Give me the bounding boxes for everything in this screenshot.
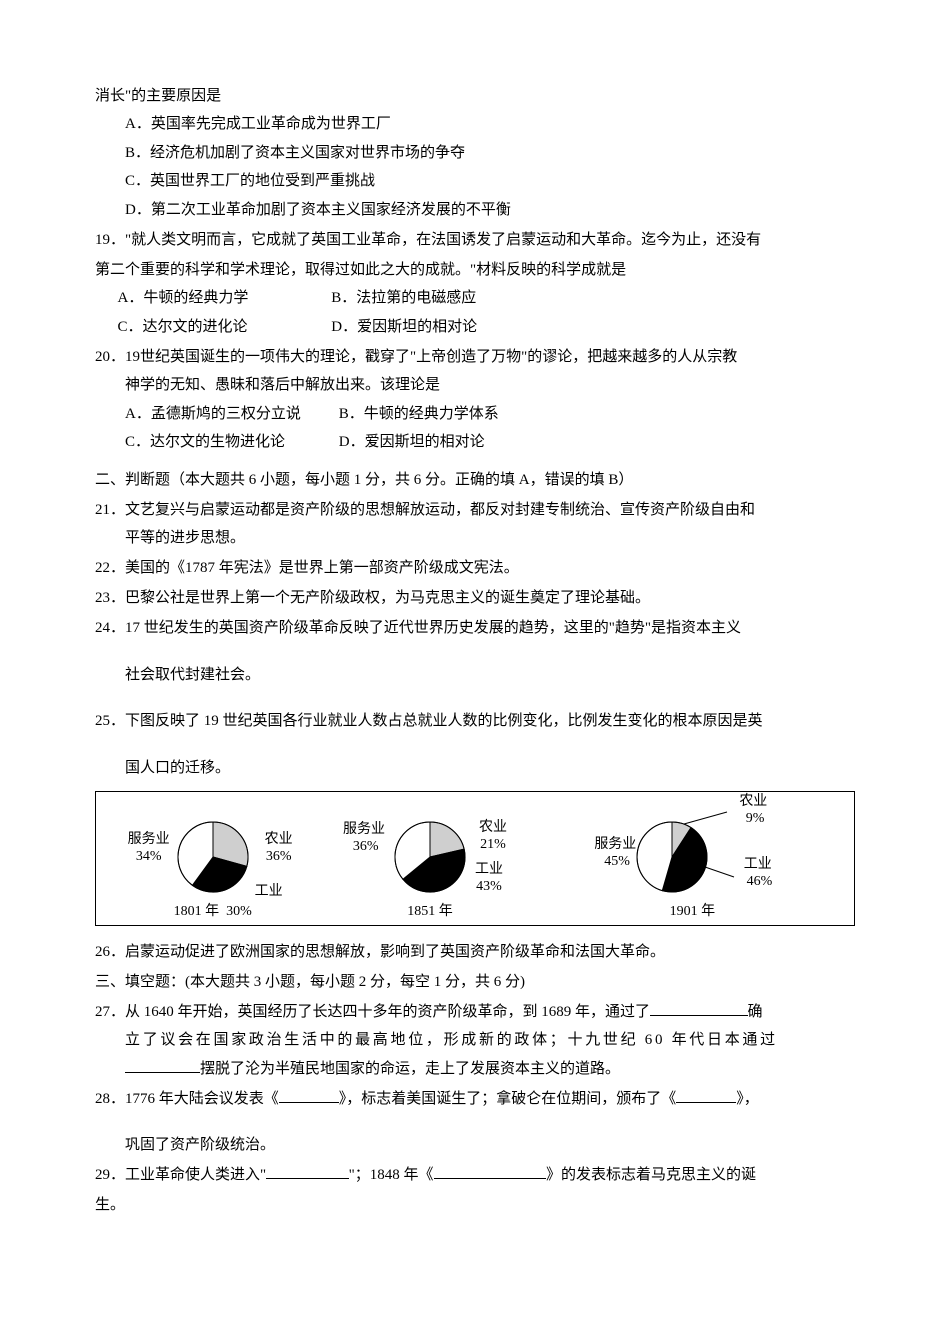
- q25-line1: 25．下图反映了 19 世纪英国各行业就业人数占总就业人数的比例变化，比例发生变…: [95, 707, 855, 736]
- lbl-1851-service: 服务业 36%: [343, 822, 385, 856]
- lbl-1851-ind: 工业43%: [475, 862, 503, 896]
- q26: 26．启蒙运动促进了欧洲国家的思想解放，影响到了英国资产阶级革命和法国大革命。: [95, 938, 855, 967]
- q28-line2: 巩固了资产阶级统治。: [95, 1131, 855, 1160]
- q19-options-row2: C．达尔文的进化论 D．爱因斯坦的相对论: [95, 313, 855, 342]
- q19-stem-line1: 19．"就人类文明而言，它成就了英国工业革命，在法国诱发了启蒙运动和大革命。迄今…: [95, 226, 855, 255]
- q29-blank-1[interactable]: [266, 1163, 349, 1179]
- q29-text-a: 29．工业革命使人类进入": [95, 1167, 266, 1183]
- section3-title: 三、填空题：(本大题共 3 小题，每小题 2 分，每空 1 分，共 6 分): [95, 968, 855, 997]
- q20-options-row2: C．达尔文的生物进化论 D．爱因斯坦的相对论: [95, 428, 855, 457]
- q29-line2: 生。: [95, 1191, 855, 1220]
- q28-line1: 28．1776 年大陆会议发表《 》，标志着美国诞生了；拿破仑在位期间，颁布了《 》…: [95, 1085, 855, 1114]
- q20-option-d: D．爱因斯坦的相对论: [339, 428, 549, 457]
- q28-text-a: 28．1776 年大陆会议发表《: [95, 1091, 279, 1107]
- q22: 22．美国的《1787 年宪法》是世界上第一部资产阶级成文宪法。: [95, 554, 855, 583]
- q27-blank-1[interactable]: [650, 1000, 748, 1016]
- q27-line3: 摆脱了沦为半殖民地国家的命运，走上了发展资本主义的道路。: [95, 1055, 855, 1084]
- pie-chart-1901: 服务业 45% 农业 9% 工业 46% 1901 年: [582, 802, 802, 921]
- q20-stem-line1: 20．19世纪英国诞生的一项伟大的理论，戳穿了"上帝创造了万物"的谬论，把越来越…: [95, 343, 855, 372]
- q20-option-c: C．达尔文的生物进化论: [125, 428, 335, 457]
- q18-stem-tail: 消长"的主要原因是: [95, 82, 855, 111]
- pie-chart-1851: 服务业 36% 农业21% 工业43% 1851 年: [365, 812, 495, 921]
- lbl-1801-ind: 工业: [255, 884, 283, 901]
- q29-blank-2[interactable]: [434, 1163, 547, 1179]
- employment-charts: 服务业34% 农业36% 工业 1801 年 30%: [95, 791, 855, 926]
- q20-option-a: A．孟德斯鸠的三权分立说: [125, 400, 335, 429]
- lbl-1801-agri: 农业36%: [265, 832, 293, 866]
- q29-line1: 29．工业革命使人类进入" "；1848 年《 》的发表标志着马克思主义的诞: [95, 1161, 855, 1190]
- q25-line2: 国人口的迁移。: [95, 754, 855, 783]
- q28-text-c: 》，: [736, 1091, 759, 1107]
- q19-option-a: A．牛顿的经典力学: [118, 284, 328, 313]
- q19-stem-line2: 第二个重要的科学和学术理论，取得过如此之大的成就。"材料反映的科学成就是: [95, 256, 855, 285]
- q20-options-row1: A．孟德斯鸠的三权分立说 B．牛顿的经典力学体系: [95, 400, 855, 429]
- q27-blank-2[interactable]: [125, 1057, 200, 1073]
- year-1851: 1851 年: [365, 904, 495, 921]
- q19-option-b: B．法拉第的电磁感应: [331, 284, 541, 313]
- year-1801: 1801 年 30%: [148, 904, 278, 921]
- q27-line1: 27．从 1640 年开始，英国经历了长达四十多年的资产阶级革命，到 1689 …: [95, 998, 855, 1027]
- q27-line2: 立了议会在国家政治生活中的最高地位，形成新的政体；十九世纪 60 年代日本通过: [95, 1026, 855, 1055]
- q18-option-c: C．英国世界工厂的地位受到严重挑战: [95, 167, 855, 196]
- pie-chart-1801: 服务业34% 农业36% 工业 1801 年 30%: [148, 812, 278, 921]
- lbl-1901-service: 服务业 45%: [594, 837, 636, 871]
- q20-option-b: B．牛顿的经典力学体系: [339, 400, 549, 429]
- exam-page: 消长"的主要原因是 A．英国率先完成工业革命成为世界工厂 B．经济危机加剧了资本…: [0, 0, 950, 1280]
- q19-options-row1: A．牛顿的经典力学 B．法拉第的电磁感应: [95, 284, 855, 313]
- section2-title: 二、判断题（本大题共 6 小题，每小题 1 分，共 6 分。正确的填 A，错误的…: [95, 466, 855, 495]
- q21-line2: 平等的进步思想。: [95, 524, 855, 553]
- q28-blank-2[interactable]: [676, 1087, 736, 1103]
- q19-option-d: D．爱因斯坦的相对论: [331, 313, 541, 342]
- q29-text-c: 》的发表标志着马克思主义的诞: [546, 1167, 756, 1183]
- q19-option-c: C．达尔文的进化论: [118, 313, 328, 342]
- lbl-1851-agri: 农业21%: [479, 820, 507, 854]
- lbl-1901-agri: 农业 9%: [739, 794, 767, 828]
- q27-text-c: 摆脱了沦为半殖民地国家的命运，走上了发展资本主义的道路。: [200, 1061, 620, 1077]
- q18-option-b: B．经济危机加剧了资本主义国家对世界市场的争夺: [95, 139, 855, 168]
- q18-option-a: A．英国率先完成工业革命成为世界工厂: [95, 110, 855, 139]
- q27-text-a2: 确: [748, 1004, 763, 1020]
- q23: 23．巴黎公社是世界上第一个无产阶级政权，为马克思主义的诞生奠定了理论基础。: [95, 584, 855, 613]
- q28-text-b: 》，标志着美国诞生了；拿破仑在位期间，颁布了《: [339, 1091, 677, 1107]
- q24-line2: 社会取代封建社会。: [95, 661, 855, 690]
- lbl-1801-service: 服务业34%: [128, 832, 170, 866]
- q28-blank-1[interactable]: [279, 1087, 339, 1103]
- q18-option-d: D．第二次工业革命加剧了资本主义国家经济发展的不平衡: [95, 196, 855, 225]
- q20-stem-line2: 神学的无知、愚昧和落后中解放出来。该理论是: [95, 371, 855, 400]
- q27-text-a: 27．从 1640 年开始，英国经历了长达四十多年的资产阶级革命，到 1689 …: [95, 1004, 650, 1020]
- q24-line1: 24．17 世纪发生的英国资产阶级革命反映了近代世界历史发展的趋势，这里的"趋势…: [95, 614, 855, 643]
- lbl-1901-ind: 工业 46%: [743, 857, 772, 891]
- year-1901: 1901 年: [582, 904, 802, 921]
- q29-text-b: "；1848 年《: [349, 1167, 434, 1183]
- q21-line1: 21．文艺复兴与启蒙运动都是资产阶级的思想解放运动，都反对封建专制统治、宣传资产…: [95, 496, 855, 525]
